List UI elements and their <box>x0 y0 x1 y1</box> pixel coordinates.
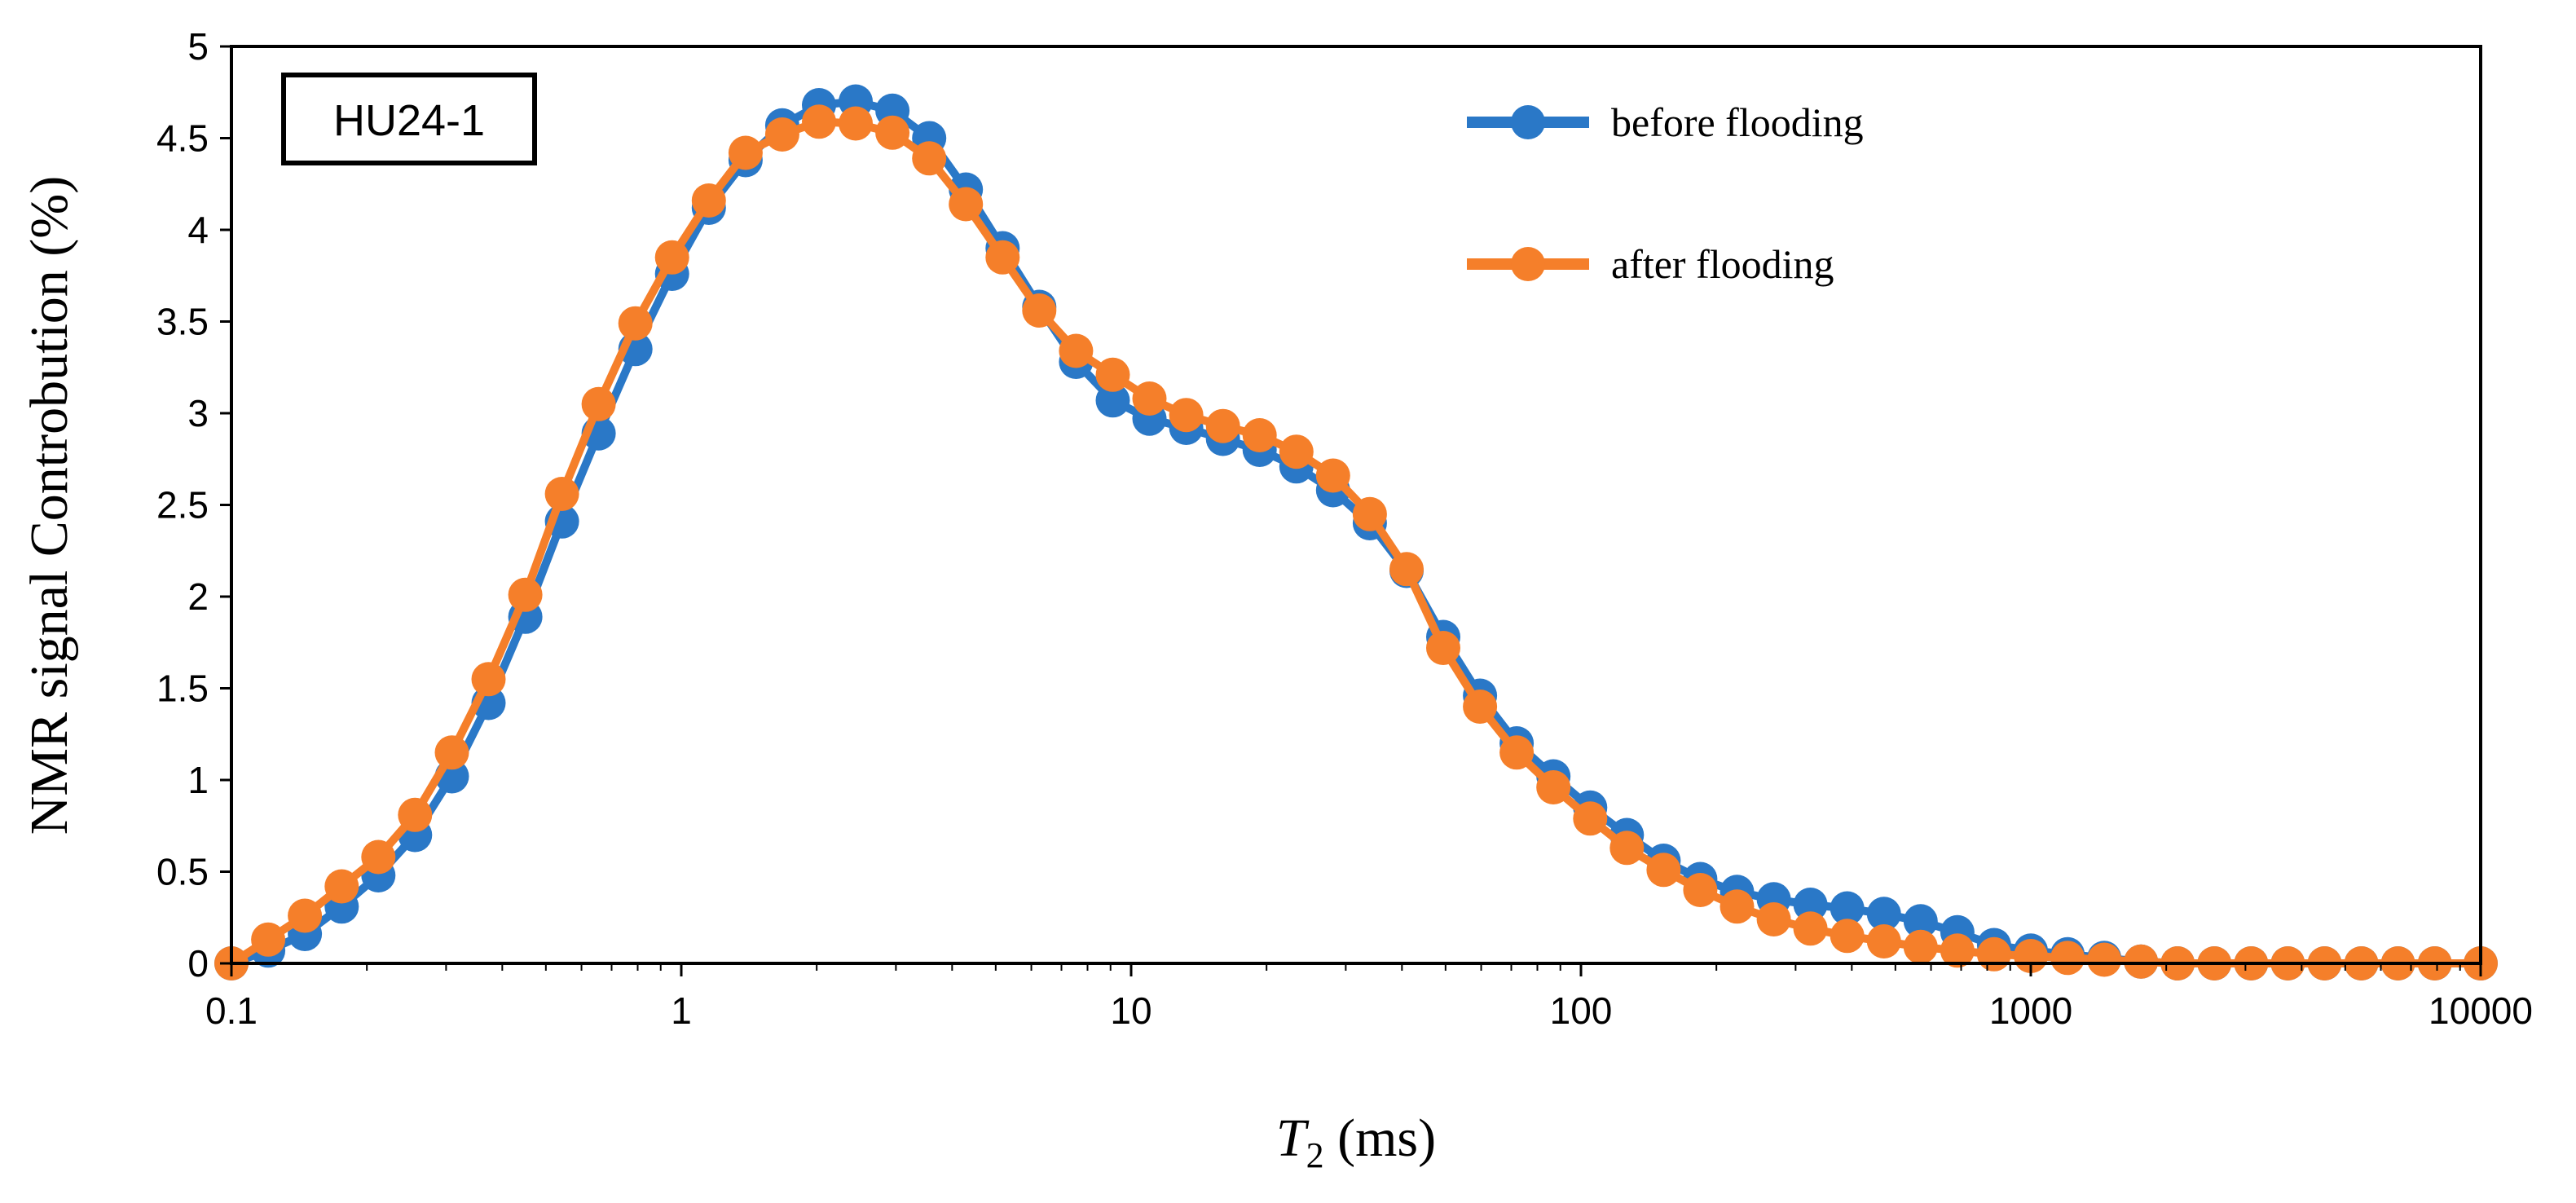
y-axis-title: NMR signal Controbution (%) <box>20 176 79 835</box>
legend: before flooding after flooding <box>1467 99 1864 287</box>
data-point-after-flooding <box>802 104 836 139</box>
data-point-after-flooding <box>912 141 947 176</box>
data-point-before-flooding <box>1793 888 1828 922</box>
y-tick-label: 5 <box>187 25 209 68</box>
x-tick-label: 100 <box>1550 989 1613 1032</box>
y-axis-ticks: 0 0.5 1 1.5 2 2.5 3 3.5 4 4.5 5 <box>156 25 231 985</box>
data-point-after-flooding <box>1315 458 1350 493</box>
data-point-after-flooding <box>1059 333 1094 368</box>
data-point-after-flooding <box>949 187 984 222</box>
data-point-after-flooding <box>1205 408 1240 443</box>
data-point-after-flooding <box>288 898 323 933</box>
data-point-after-flooding <box>1169 398 1204 433</box>
data-point-after-flooding <box>618 306 653 341</box>
data-point-after-flooding <box>1866 924 1901 958</box>
data-point-after-flooding <box>251 922 286 957</box>
sample-label-frame <box>281 73 537 165</box>
y-tick-label: 3.5 <box>156 301 209 343</box>
y-tick-label: 2.5 <box>156 484 209 527</box>
legend-marker-after-flooding <box>1511 247 1545 281</box>
data-point-after-flooding <box>654 240 689 275</box>
y-tick-label: 1 <box>187 759 209 801</box>
x-tick-label: 10000 <box>2428 989 2533 1032</box>
sample-label-box: HU24-1 <box>281 73 537 165</box>
data-point-after-flooding <box>2124 944 2159 979</box>
x-tick-label: 10 <box>1110 989 1151 1032</box>
data-point-after-flooding <box>875 115 910 150</box>
x-axis-title: T2 (ms) <box>1276 1108 1436 1175</box>
data-point-after-flooding <box>839 106 873 141</box>
data-point-before-flooding <box>1903 904 1938 939</box>
series-layer <box>214 84 2498 980</box>
y-tick-label: 3 <box>187 392 209 434</box>
data-point-after-flooding <box>691 183 726 218</box>
data-point-after-flooding <box>1976 936 2011 972</box>
x-axis-title-unit: (ms) <box>1324 1108 1436 1168</box>
data-point-after-flooding <box>1573 801 1608 836</box>
data-point-after-flooding <box>1279 434 1314 469</box>
data-point-after-flooding <box>1499 735 1535 770</box>
legend-label-before-flooding: before flooding <box>1611 99 1864 145</box>
data-point-after-flooding <box>581 386 616 421</box>
y-tick-label: 0.5 <box>156 851 209 893</box>
legend-label-after-flooding: after flooding <box>1611 241 1834 287</box>
data-point-after-flooding <box>544 477 579 511</box>
data-point-after-flooding <box>361 839 396 875</box>
data-point-after-flooding <box>1536 770 1571 804</box>
data-point-after-flooding <box>324 869 359 904</box>
data-point-after-flooding <box>1389 552 1424 587</box>
data-point-before-flooding <box>1866 897 1901 932</box>
data-point-after-flooding <box>398 797 433 832</box>
series-after-flooding <box>214 104 2498 980</box>
y-tick-label: 0 <box>187 942 209 985</box>
data-point-after-flooding <box>2050 941 2085 976</box>
data-point-after-flooding <box>1720 889 1755 924</box>
y-tick-label: 2 <box>187 575 209 618</box>
data-point-after-flooding <box>1463 690 1498 724</box>
y-tick-label: 4 <box>187 209 209 251</box>
legend-marker-before-flooding <box>1511 105 1545 139</box>
data-point-after-flooding <box>764 117 799 152</box>
x-tick-label: 1 <box>671 989 692 1032</box>
x-tick-label: 0.1 <box>205 989 258 1032</box>
sample-label: HU24-1 <box>333 96 485 145</box>
data-point-after-flooding <box>1756 902 1791 936</box>
data-point-after-flooding <box>1352 496 1387 531</box>
data-point-before-flooding <box>1830 891 1865 926</box>
data-point-after-flooding <box>1830 919 1865 954</box>
y-tick-label: 4.5 <box>156 117 209 160</box>
data-point-after-flooding <box>1609 831 1645 866</box>
y-tick-label: 1.5 <box>156 668 209 710</box>
x-axis-title-symbol: T <box>1276 1108 1310 1168</box>
x-tick-label: 1000 <box>1989 989 2072 1032</box>
x-axis-title-subscript: 2 <box>1306 1135 1324 1175</box>
data-point-after-flooding <box>1426 631 1460 665</box>
x-axis-ticks: 0.1 1 10 100 1000 10000 <box>205 963 2533 1032</box>
data-point-after-flooding <box>1132 381 1167 416</box>
data-point-after-flooding <box>1793 911 1828 946</box>
data-point-after-flooding <box>2087 942 2122 977</box>
data-point-after-flooding <box>1903 929 1938 964</box>
data-point-after-flooding <box>434 735 469 770</box>
data-point-after-flooding <box>508 577 543 612</box>
data-point-after-flooding <box>1683 873 1718 907</box>
data-point-after-flooding <box>1646 853 1681 888</box>
data-point-after-flooding <box>1940 933 1975 968</box>
data-point-after-flooding <box>471 662 506 697</box>
data-point-after-flooding <box>985 240 1020 275</box>
data-point-after-flooding <box>1095 357 1130 392</box>
data-point-after-flooding <box>1022 293 1057 328</box>
legend-item-before-flooding: before flooding <box>1467 99 1864 145</box>
legend-item-after-flooding: after flooding <box>1467 241 1834 287</box>
data-point-after-flooding <box>1242 418 1277 452</box>
data-point-before-flooding <box>1095 383 1130 418</box>
data-point-after-flooding <box>728 135 763 170</box>
